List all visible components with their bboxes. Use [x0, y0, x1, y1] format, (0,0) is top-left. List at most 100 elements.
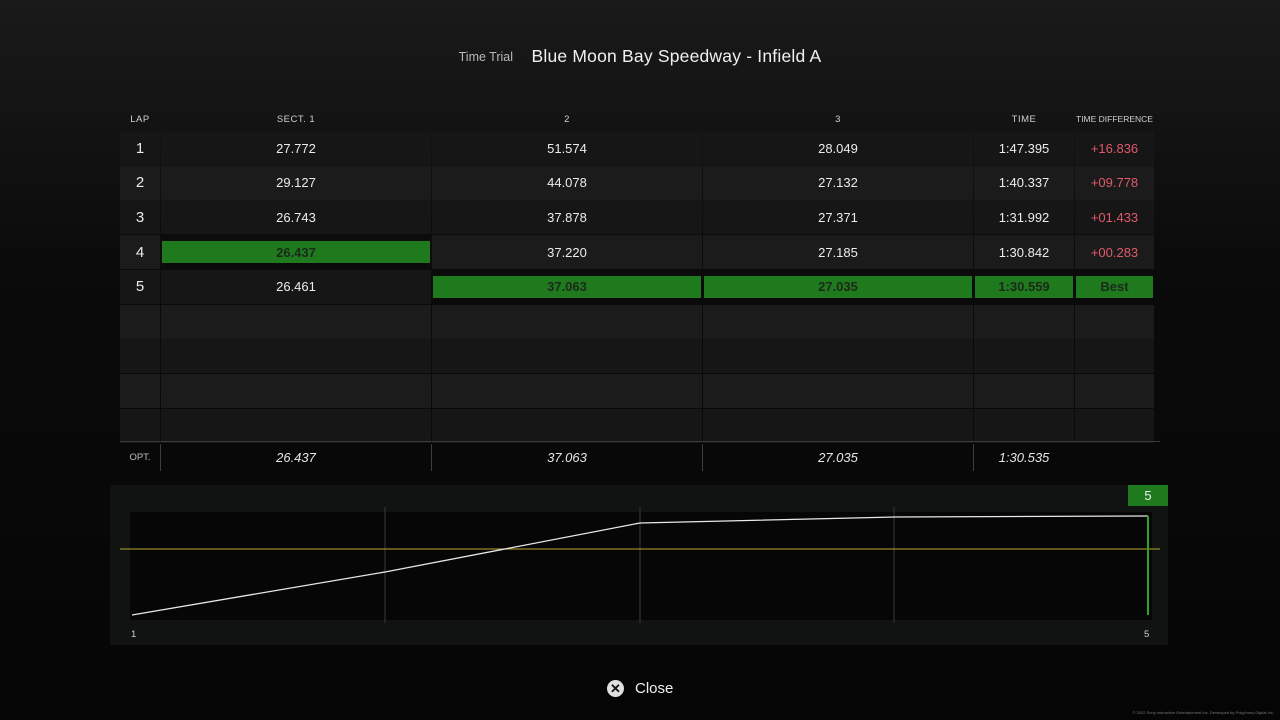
best-highlight — [1076, 275, 1153, 298]
opt-divider — [973, 444, 974, 471]
time-difference — [1075, 373, 1154, 408]
sector-1-time — [161, 304, 431, 339]
sector-2-time: 37.063 — [432, 270, 702, 304]
empty-lap-row — [120, 373, 1154, 408]
sector-2-time: 37.878 — [432, 200, 702, 235]
time-difference-value: +01.433 — [1090, 209, 1139, 225]
sector-1-time-value: 26.461 — [276, 279, 316, 295]
sector-3-time — [703, 408, 973, 443]
lap-time: 1:30.559 — [974, 270, 1074, 304]
lap-time — [974, 408, 1074, 443]
graph-plot-area — [130, 512, 1152, 620]
table-divider — [120, 441, 1160, 442]
sector-3-time: 28.049 — [703, 131, 973, 165]
lap-number: 5 — [120, 269, 160, 304]
graph-svg — [120, 507, 1160, 623]
time-difference: +01.433 — [1075, 200, 1154, 235]
sector-2-time — [432, 373, 702, 408]
best-highlight — [162, 241, 430, 264]
close-button[interactable]: ✕ Close — [607, 680, 673, 697]
lap-badge: 5 — [1128, 485, 1168, 506]
sector-3-time-value: 27.132 — [818, 175, 858, 191]
sector-1-time: 29.127 — [161, 165, 431, 200]
lap-number — [120, 373, 160, 408]
sector-1-time: 27.772 — [161, 131, 431, 165]
lap-time — [974, 339, 1074, 374]
sector-3-time: 27.185 — [703, 235, 973, 270]
col-lap: LAP — [130, 114, 150, 125]
lap-number-value: 2 — [135, 174, 145, 192]
empty-lap-row — [120, 339, 1154, 374]
sector-1-time — [161, 373, 431, 408]
lap-time: 1:30.842 — [974, 235, 1074, 270]
lap-time: 1:31.992 — [974, 200, 1074, 235]
sector-1-time — [161, 408, 431, 443]
sector-2-time: 37.220 — [432, 235, 702, 270]
cross-button-icon: ✕ — [607, 680, 624, 697]
time-difference: +09.778 — [1075, 165, 1154, 200]
optimal-sector-3: 27.035 — [818, 450, 858, 465]
time-difference: Best — [1075, 270, 1154, 304]
optimal-sector-1: 26.437 — [276, 450, 316, 465]
lap-time-value: 1:47.395 — [998, 140, 1050, 156]
time-difference-value: +16.836 — [1090, 140, 1139, 156]
sector-3-time-value: 28.049 — [818, 140, 858, 156]
sector-1-time — [161, 339, 431, 374]
lap-number — [120, 339, 160, 374]
lap-number-value: 1 — [135, 139, 145, 157]
sector-1-time-value: 27.772 — [276, 140, 316, 156]
sector-1-time: 26.461 — [161, 269, 431, 304]
page-header: Time Trial Blue Moon Bay Speedway - Infi… — [0, 46, 1280, 67]
empty-lap-row — [120, 304, 1154, 339]
lap-number: 2 — [120, 165, 160, 200]
sector-2-time — [432, 408, 702, 443]
copyright-notice: © 2022 Sony Interactive Entertainment In… — [1132, 710, 1274, 715]
optimal-time: 1:30.535 — [998, 450, 1050, 465]
sector-2-time-value: 51.574 — [547, 140, 587, 156]
sector-3-time — [703, 373, 973, 408]
sector-2-time-value: 37.063 — [547, 279, 587, 295]
sector-3-time-value: 27.185 — [818, 244, 858, 260]
opt-divider — [160, 444, 161, 471]
lap-number-value: 4 — [135, 243, 145, 261]
time-difference: +16.836 — [1075, 131, 1154, 165]
time-difference — [1075, 304, 1154, 339]
graph-axis-start: 1 — [131, 629, 137, 640]
sector-3-time: 27.371 — [703, 200, 973, 235]
time-difference-value: Best — [1100, 279, 1129, 295]
lap-row: 3 26.743 37.878 27.371 1:31.992 +01.433 — [120, 200, 1154, 235]
sector-3-time — [703, 339, 973, 374]
lap-number-value: 5 — [135, 278, 145, 296]
lap-time — [974, 304, 1074, 339]
lap-row: 2 29.127 44.078 27.132 1:40.337 +09.778 — [120, 165, 1154, 200]
time-difference: +00.283 — [1075, 235, 1154, 270]
sector-1-time: 26.437 — [161, 235, 431, 269]
sector-2-time — [432, 304, 702, 339]
lap-number — [120, 304, 160, 339]
best-highlight — [433, 275, 701, 298]
track-title: Blue Moon Bay Speedway - Infield A — [531, 46, 822, 66]
lap-row: 5 26.461 37.063 27.035 1:30.559 Best — [120, 269, 1154, 304]
sector-3-time: 27.035 — [703, 270, 973, 304]
sector-2-time: 51.574 — [432, 131, 702, 165]
lap-time-value: 1:30.842 — [998, 244, 1050, 260]
graph-axis-end: 5 — [1144, 629, 1150, 640]
col-time-difference: TIME DIFFERENCE — [1076, 114, 1153, 124]
time-difference-value: +09.778 — [1090, 175, 1139, 191]
sector-3-time: 27.132 — [703, 165, 973, 200]
lap-number: 4 — [120, 235, 160, 270]
col-sector-1: SECT. 1 — [276, 114, 316, 125]
lap-number — [120, 408, 160, 443]
lap-number-value: 3 — [135, 208, 145, 226]
lap-time: 1:47.395 — [974, 131, 1074, 165]
opt-divider — [431, 444, 432, 471]
optimal-label: OPT. — [129, 452, 151, 463]
sector-1-time: 26.743 — [161, 200, 431, 235]
sector-2-time: 44.078 — [432, 165, 702, 200]
sector-1-time-value: 26.437 — [276, 244, 316, 260]
mode-label: Time Trial — [458, 49, 514, 64]
opt-divider — [702, 444, 703, 471]
best-highlight — [704, 275, 972, 298]
lap-time-value: 1:40.337 — [998, 175, 1050, 191]
time-difference — [1075, 408, 1154, 443]
